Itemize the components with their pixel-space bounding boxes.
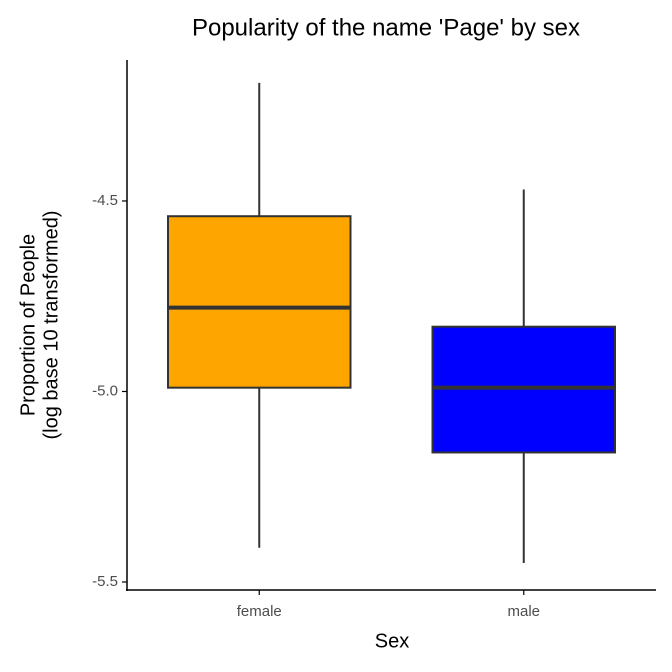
x-axis-label: Sex xyxy=(375,630,409,652)
y-axis-label: Proportion of People (log base 10 transf… xyxy=(17,210,62,439)
box xyxy=(166,215,352,389)
y-axis-label-line: (log base 10 transformed) xyxy=(40,210,62,439)
y-tick-label: -5.5 xyxy=(92,573,118,590)
x-tick-label: female xyxy=(237,603,282,620)
x-tick-label: male xyxy=(507,603,540,620)
y-tick-label: -4.5 xyxy=(92,192,118,209)
y-axis-label-line: Proportion of People xyxy=(17,234,39,416)
chart-title: Popularity of the name 'Page' by sex xyxy=(192,14,580,41)
y-tick-label: -5.0 xyxy=(92,382,118,399)
